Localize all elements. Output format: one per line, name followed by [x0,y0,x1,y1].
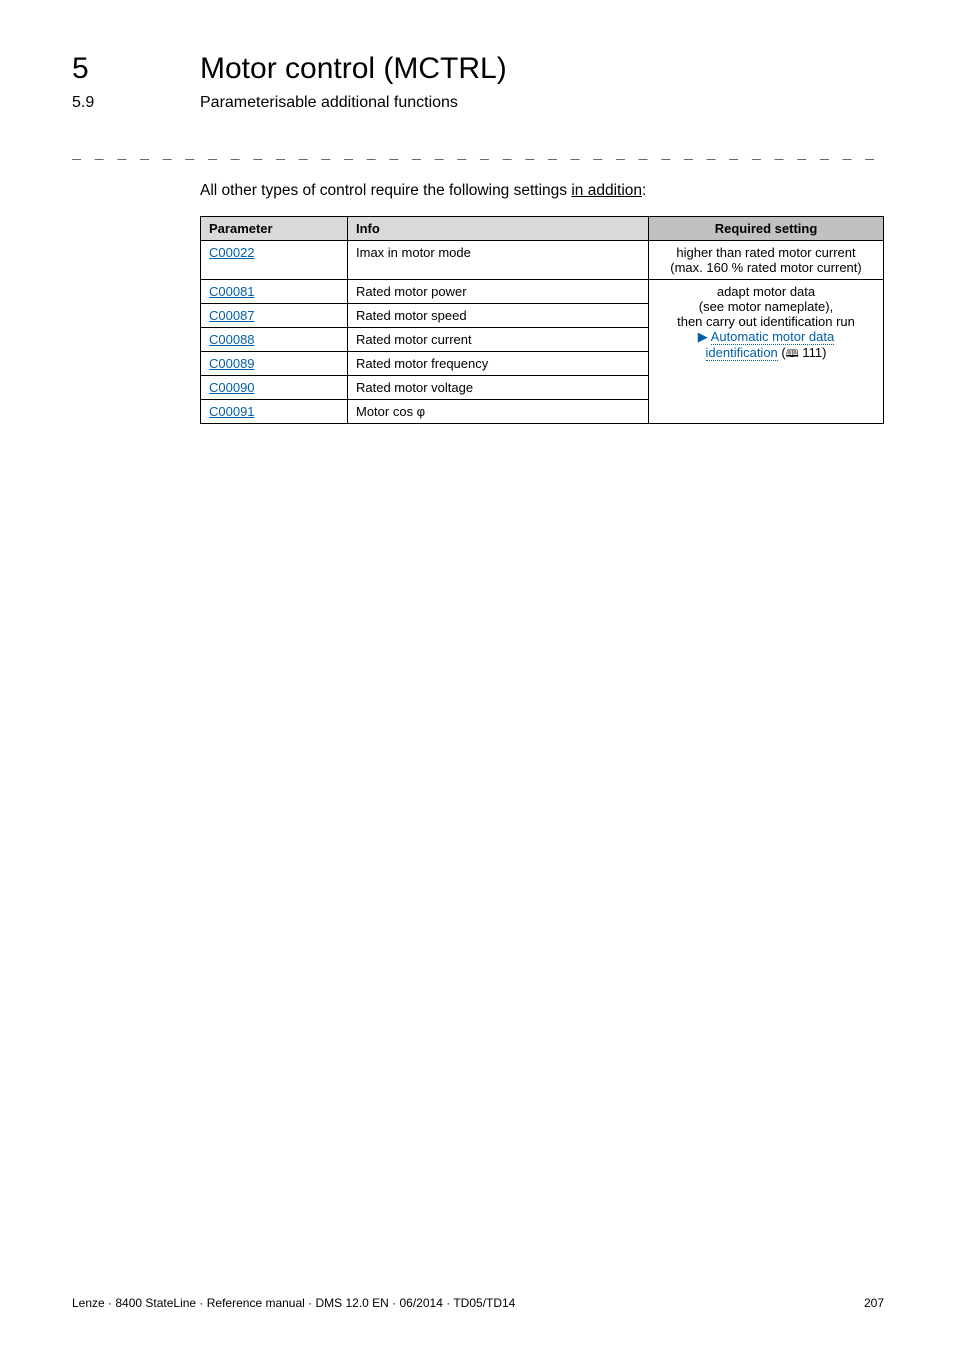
table-row: C00081 Rated motor power adapt motor dat… [201,280,884,304]
col-required: Required setting [649,217,884,241]
page-ref: (🕮 111) [781,345,826,360]
intro-text: All other types of control require the f… [200,182,646,200]
param-link[interactable]: C00081 [209,284,255,299]
table-row: C00022 Imax in motor mode higher than ra… [201,241,884,280]
param-link[interactable]: C00087 [209,308,255,323]
intro-underline: in addition [571,182,642,199]
req2-line3: then carry out identification run [677,314,855,329]
req1-line2: (max. 160 % rated motor current) [670,260,861,275]
param-link[interactable]: C00089 [209,356,255,371]
section-number: 5.9 [72,94,94,112]
table-header-row: Parameter Info Required setting [201,217,884,241]
param-link[interactable]: C00090 [209,380,255,395]
req2-line1: adapt motor data [717,284,815,299]
info-cell: Imax in motor mode [348,241,649,280]
required-cell-merged: adapt motor data (see motor nameplate), … [649,280,884,424]
page-footer: Lenze · 8400 StateLine · Reference manua… [72,1296,884,1310]
col-info: Info [348,217,649,241]
book-icon: 🕮 [786,348,799,360]
settings-table: Parameter Info Required setting C00022 I… [200,216,884,424]
req1-line1: higher than rated motor current [676,245,855,260]
required-cell: higher than rated motor current (max. 16… [649,241,884,280]
separator-dashline: _ _ _ _ _ _ _ _ _ _ _ _ _ _ _ _ _ _ _ _ … [72,142,884,160]
info-cell: Rated motor current [348,328,649,352]
intro-post: : [642,182,646,199]
section-title: Parameterisable additional functions [200,94,458,112]
col-parameter: Parameter [201,217,348,241]
footer-left: Lenze · 8400 StateLine · Reference manua… [72,1296,515,1310]
footer-page-number: 207 [864,1296,884,1310]
arrow-icon: ▶ [698,329,711,344]
info-cell: Rated motor speed [348,304,649,328]
intro-pre: All other types of control require the f… [200,182,571,199]
identification-link[interactable]: identification [706,345,778,361]
chapter-number: 5 [72,52,89,86]
info-cell: Rated motor voltage [348,376,649,400]
info-cell: Rated motor power [348,280,649,304]
param-link[interactable]: C00088 [209,332,255,347]
param-link[interactable]: C00091 [209,404,255,419]
page-ref-num: 111 [802,345,822,360]
chapter-title: Motor control (MCTRL) [200,52,507,86]
param-link[interactable]: C00022 [209,245,255,260]
automatic-motor-data-link[interactable]: Automatic motor data [711,329,835,345]
req2-line2: (see motor nameplate), [699,299,833,314]
info-cell: Motor cos φ [348,400,649,424]
info-cell: Rated motor frequency [348,352,649,376]
